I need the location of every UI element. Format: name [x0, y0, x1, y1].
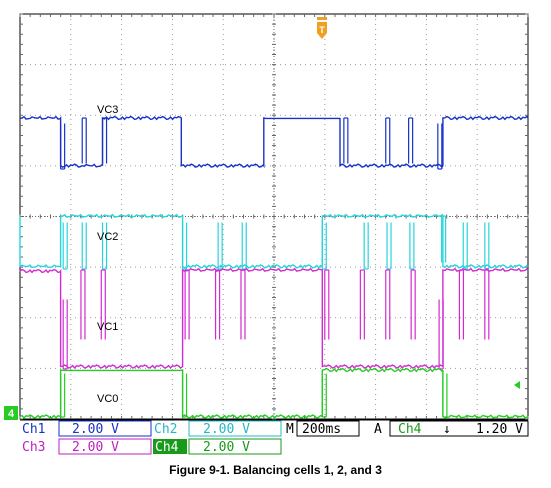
trace-labels: VC3 VC2 VC1 VC0 — [97, 104, 118, 405]
readout-panel: Ch1 2.00 V Ch2 2.00 V Ch3 2.00 V Ch4 2.0… — [20, 419, 529, 455]
ch4-label: Ch4 — [155, 440, 179, 455]
ch1-scale: 2.00 V — [72, 422, 119, 437]
trigger-mode: A — [374, 422, 382, 437]
ch4-label-box — [153, 439, 187, 454]
graticule-grid — [19, 13, 529, 420]
timebase-value: 200ms — [302, 422, 341, 437]
trigger-marker-letter: T — [319, 25, 325, 35]
ch4-scale: 2.00 V — [203, 440, 250, 455]
waveform-traces — [19, 115, 529, 419]
trace-label-vc2: VC2 — [97, 231, 118, 243]
ch1-label: Ch1 — [22, 422, 45, 437]
figure-caption: Figure 9-1. Balancing cells 1, 2, and 3 — [169, 463, 382, 477]
ch2-scale: 2.00 V — [203, 422, 250, 437]
trace-label-vc1: VC1 — [97, 321, 118, 333]
ch4-scale-box — [188, 438, 282, 455]
ch2-label: Ch2 — [154, 422, 177, 437]
trigger-source: Ch4 — [398, 422, 422, 437]
ch1-scale-box — [58, 420, 152, 437]
trigger-box — [389, 420, 529, 437]
ch4-ground-marker-label: 4 — [8, 408, 15, 420]
timebase-box — [296, 420, 360, 437]
ch4-ground-marker: 4 — [4, 406, 18, 420]
trace-label-vc0: VC0 — [97, 393, 118, 405]
trigger-level: 1.20 V — [476, 422, 523, 437]
trace-label-vc3: VC3 — [97, 104, 118, 116]
trigger-slope: ↓ — [443, 422, 451, 437]
ch3-scale-box — [58, 438, 152, 455]
trace-vc2 — [19, 213, 529, 269]
trigger-level-arrow — [514, 381, 520, 389]
trigger-position-marker: T — [317, 17, 327, 39]
timebase-prefix: M — [286, 422, 294, 437]
ch3-scale: 2.00 V — [72, 440, 119, 455]
ch3-label: Ch3 — [22, 440, 45, 455]
ch2-scale-box — [188, 420, 282, 437]
